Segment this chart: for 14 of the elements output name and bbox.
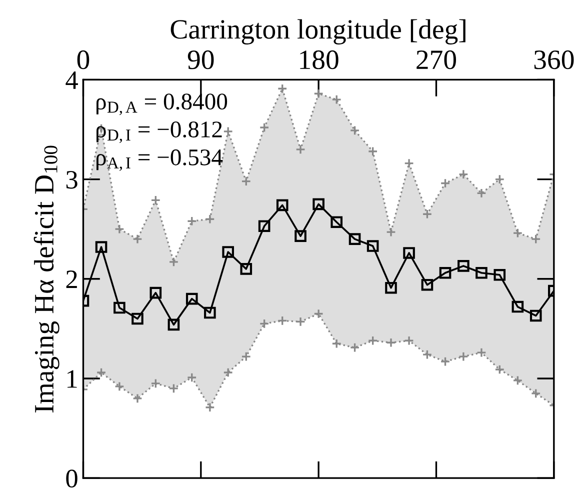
x-tick-label: 90 <box>188 50 214 70</box>
annotation: ρ$_{D,A}$ = 0.8400 <box>96 94 228 116</box>
y-tick-label: 3 <box>66 170 78 189</box>
y-tick-label: 2 <box>66 270 77 288</box>
x-tick-label: 360 <box>534 50 574 70</box>
annotation: ρ$_{A,I}$ = −0.534 <box>96 149 223 171</box>
y-tick-label: 1 <box>67 370 77 388</box>
y-tick-label: 0 <box>66 470 78 488</box>
annotation: ρ$_{D,I}$ = −0.812 <box>96 122 222 144</box>
x-axis-title: Carrington longitude [deg] <box>170 19 466 45</box>
y-tick-label: 4 <box>66 71 78 89</box>
x-tick-label: 180 <box>300 50 338 70</box>
x-tick-label: 270 <box>416 50 456 70</box>
y-axis-title: Imaging Hα deficit D$_{100}$ <box>34 146 60 412</box>
